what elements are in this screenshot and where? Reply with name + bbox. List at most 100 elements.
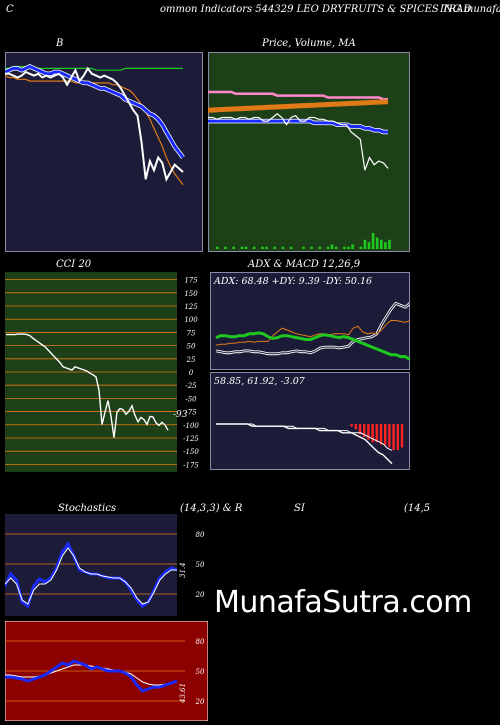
panel-adx: ADX: 68.48 +DY: 9.39 -DY: 50.16	[210, 272, 410, 370]
panel-cci-title: CCI 20	[56, 259, 92, 270]
volume-bar	[343, 246, 346, 249]
tick-label: -100	[183, 422, 199, 430]
tick-label: 25	[186, 356, 196, 364]
adx-values-label: ADX: 68.48 +DY: 9.39 -DY: 50.16	[213, 276, 372, 287]
tick-label: 125	[184, 303, 198, 311]
macd-histogram-bar	[396, 424, 399, 450]
macd-histogram-bar	[363, 424, 366, 437]
price-line	[5, 66, 184, 182]
macd-histogram-bar	[388, 424, 391, 448]
adx-line	[215, 302, 410, 355]
panel-background	[210, 372, 410, 470]
tick-label: 0	[189, 369, 194, 377]
ma-orange-band	[208, 99, 389, 113]
cci-last-label: -93	[173, 410, 188, 420]
price-line	[208, 113, 389, 171]
volume-bar	[261, 246, 264, 249]
ma-blue-line	[208, 119, 388, 134]
volume-bar	[330, 244, 334, 249]
tick-label: 20	[195, 591, 205, 599]
panel-rsi: 80 50 20 43.61	[5, 621, 208, 721]
tick-label: 80	[196, 531, 205, 539]
tick-label: -50	[185, 395, 197, 403]
rsi-last-label: 43.61	[179, 683, 187, 704]
tick-label: -150	[183, 448, 199, 456]
tick-label: -125	[183, 435, 199, 443]
ma-blue-line	[5, 64, 185, 159]
panel-stoch-params: (14,3,3) & R	[180, 503, 243, 514]
panel-rsi-title: SI	[294, 503, 305, 514]
stoch-d-line	[5, 547, 177, 605]
macd-histogram-bar	[358, 424, 362, 435]
tick-label: 150	[184, 290, 198, 298]
volume-bar	[244, 246, 248, 249]
macd-histogram-bar	[375, 424, 378, 443]
volume-bar	[326, 246, 330, 249]
ma-pink-line	[208, 90, 388, 101]
header-left: C	[6, 4, 14, 15]
macd-histogram-bar	[350, 424, 353, 427]
tick-label: -25	[185, 382, 197, 390]
volume-bar	[367, 242, 371, 249]
volume-bar	[289, 246, 293, 249]
tick-label: 175	[184, 277, 198, 285]
rsi-ma-line	[5, 664, 178, 686]
volume-bar	[240, 246, 244, 249]
panel-background	[208, 52, 410, 252]
macd-histogram-bar	[400, 424, 404, 448]
volume-bar	[375, 237, 379, 249]
tick-label: 100	[184, 316, 198, 324]
volume-bar	[347, 246, 350, 249]
volume-bar	[310, 246, 313, 249]
tick-label: 50	[196, 561, 205, 569]
tick-label: 50	[187, 343, 196, 351]
volume-bar	[363, 239, 367, 249]
macd-histogram-bar	[367, 424, 370, 440]
panel-rsi-params: (14,5	[404, 503, 431, 514]
header-right: ING munafa	[440, 4, 500, 15]
macd-line	[216, 423, 393, 465]
panel-macd: 58.85, 61.92, -3.07	[210, 372, 410, 470]
stoch-last-label: 31.4	[179, 562, 187, 578]
minus-dy-line	[215, 320, 410, 346]
volume-bar	[384, 242, 387, 249]
volume-bar	[380, 239, 383, 249]
volume-bar	[371, 232, 375, 249]
watermark: MunafaSutra.com	[214, 585, 472, 620]
ma-orange-line	[5, 75, 184, 186]
panel-b	[5, 52, 203, 252]
volume-bar	[232, 246, 235, 249]
volume-bar	[334, 246, 338, 249]
volume-bar	[265, 246, 268, 249]
plus-dy-line	[215, 331, 410, 361]
macd-values-label: 58.85, 61.92, -3.07	[214, 376, 306, 387]
tick-label: 75	[187, 329, 196, 337]
macd-histogram-bar	[354, 424, 357, 430]
panel-b-title: B	[56, 38, 64, 49]
panel-price-title: Price, Volume, MA	[262, 38, 356, 49]
macd-histogram-bar	[392, 424, 395, 450]
volume-bar	[252, 246, 256, 249]
rsi-line	[5, 659, 178, 693]
cci-line	[6, 333, 169, 438]
panel-background	[210, 272, 410, 370]
macd-histogram-bar	[384, 424, 387, 445]
tick-label: 80	[196, 638, 205, 646]
panel-cci: 175 150 125 100 75 50 25 0 -25 -50 -75 -100 -125 -150…	[5, 272, 199, 472]
volume-bar	[224, 246, 227, 249]
tick-label: 20	[195, 698, 205, 706]
panel-background	[5, 52, 203, 252]
panel-stoch-title: Stochastics	[58, 503, 116, 514]
tick-label: -75	[185, 409, 197, 417]
volume-bar	[359, 246, 363, 249]
macd-histogram-bar	[371, 424, 374, 443]
macd-histogram-bar	[379, 424, 383, 445]
tick-label: -175	[183, 461, 199, 469]
panel-adx-title: ADX & MACD 12,26,9	[248, 259, 361, 270]
chart-title: ommon Indicators 544329 LEO DRYFRUITS & …	[160, 4, 472, 15]
panel-price	[208, 52, 410, 252]
volume-bar	[273, 246, 276, 249]
volume-bar	[216, 246, 219, 249]
volume-bar	[318, 246, 322, 249]
volume-bar	[388, 239, 391, 249]
